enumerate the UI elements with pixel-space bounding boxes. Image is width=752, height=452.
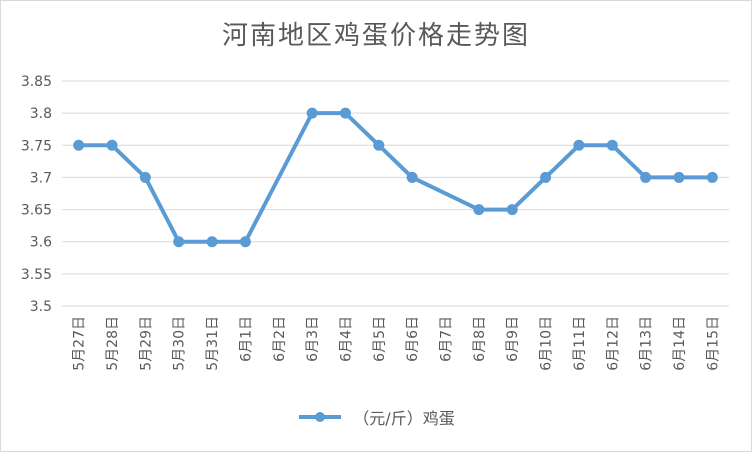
x-tick-label: 5月30日 — [172, 316, 188, 371]
x-tick-label: 5月27日 — [72, 316, 88, 371]
y-tick-label: 3.55 — [21, 267, 52, 283]
data-point — [173, 236, 185, 248]
y-tick-label: 3.7 — [30, 170, 52, 186]
x-tick-label: 6月5日 — [372, 316, 388, 362]
data-point — [606, 139, 618, 151]
data-point — [306, 107, 318, 119]
x-tick-label: 5月29日 — [138, 316, 154, 371]
data-point — [573, 139, 585, 151]
x-tick-label: 6月7日 — [439, 316, 455, 362]
x-tick-label: 6月10日 — [539, 316, 555, 371]
data-point — [406, 171, 418, 183]
data-point — [506, 204, 518, 216]
data-point — [373, 139, 385, 151]
legend-swatch — [299, 412, 342, 422]
data-point — [706, 171, 718, 183]
x-tick-label: 6月8日 — [472, 316, 488, 362]
data-point — [339, 107, 351, 119]
x-tick-label: 5月31日 — [205, 316, 221, 371]
y-tick-label: 3.65 — [21, 203, 52, 219]
series-line — [76, 111, 715, 244]
legend: （元/斤）鸡蛋 — [1, 405, 751, 429]
x-tick-label: 6月13日 — [639, 316, 655, 371]
x-tick-label: 6月12日 — [605, 316, 621, 371]
x-tick-label: 6月11日 — [572, 316, 588, 371]
x-tick-label: 6月15日 — [705, 316, 721, 371]
x-tick-label: 6月1日 — [238, 316, 254, 362]
y-tick-label: 3.75 — [21, 138, 52, 154]
data-point — [473, 204, 485, 216]
y-tick-label: 3.85 — [21, 74, 52, 90]
y-tick-label: 3.5 — [30, 299, 52, 315]
x-tick-label: 6月9日 — [505, 316, 521, 362]
y-tick-label: 3.6 — [30, 235, 52, 251]
data-point — [640, 171, 652, 183]
data-point — [673, 171, 685, 183]
data-point — [73, 139, 85, 151]
x-tick-label: 5月28日 — [105, 316, 121, 371]
data-point — [540, 171, 552, 183]
y-tick-label: 3.8 — [30, 106, 52, 122]
x-tick-label: 6月4日 — [338, 316, 354, 362]
data-point — [106, 139, 118, 151]
data-point — [206, 236, 218, 248]
chart-title: 河南地区鸡蛋价格走势图 — [221, 21, 530, 51]
data-point — [139, 171, 151, 183]
legend-label: （元/斤）鸡蛋 — [353, 409, 455, 428]
x-tick-label: 6月6日 — [405, 316, 421, 362]
x-tick-label: 6月2日 — [272, 316, 288, 362]
data-point — [239, 236, 251, 248]
x-tick-label: 6月14日 — [672, 316, 688, 371]
x-tick-label: 6月3日 — [305, 316, 321, 362]
